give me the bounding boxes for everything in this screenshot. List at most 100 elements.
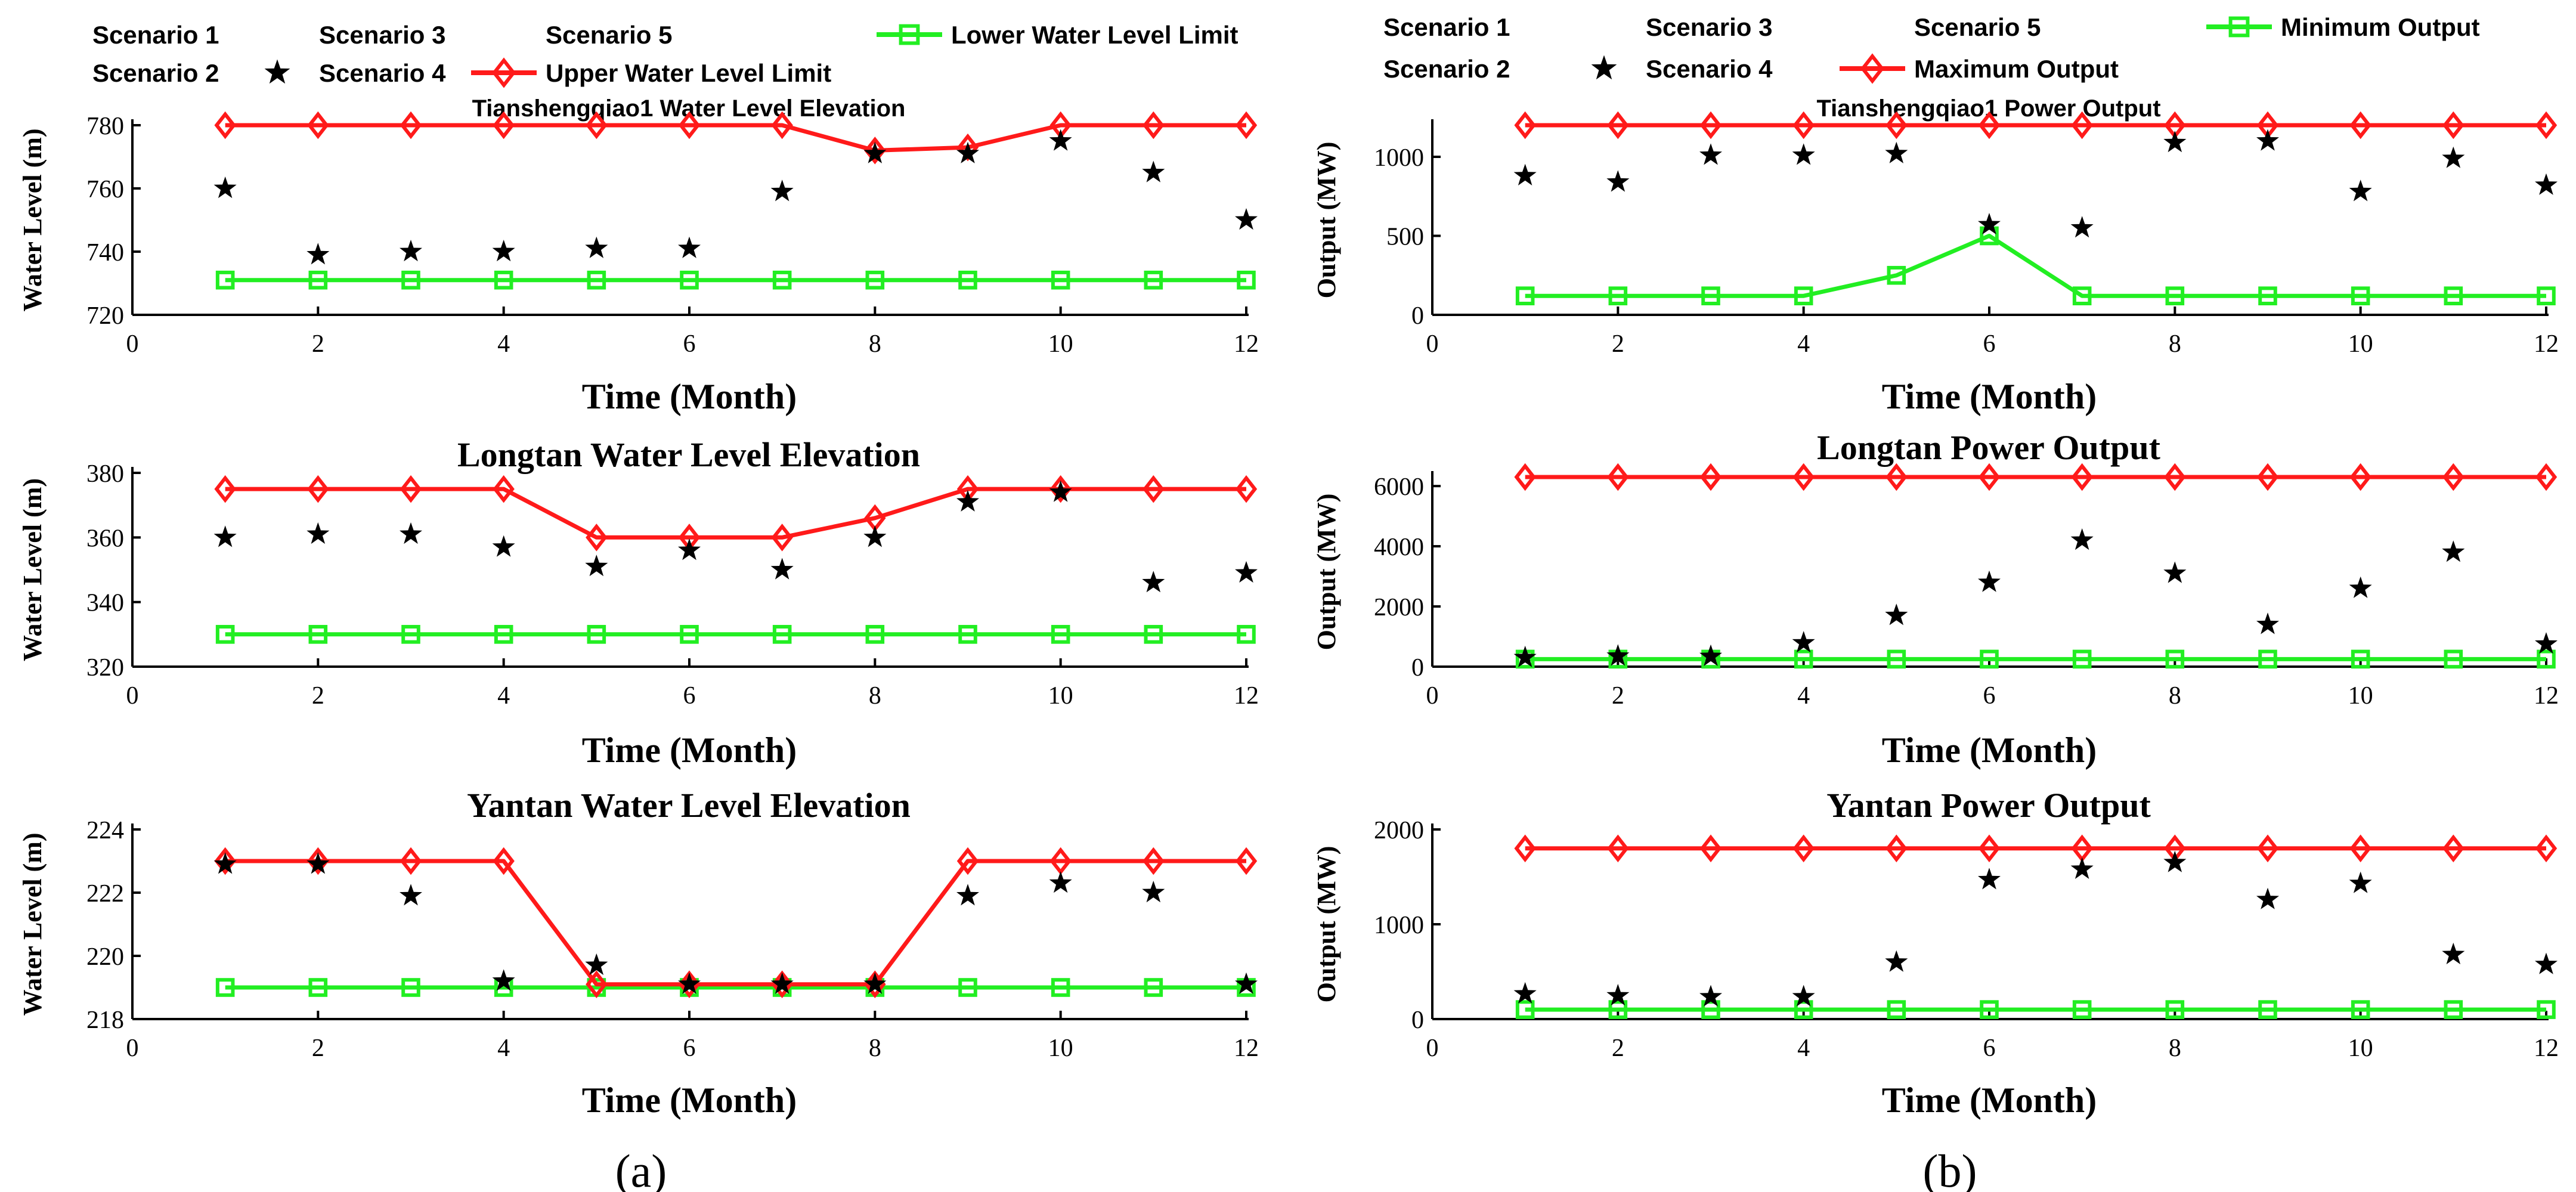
data-point-s4 bbox=[1606, 170, 1630, 192]
y-tick-label: 222 bbox=[86, 880, 124, 908]
data-point-upper bbox=[1792, 463, 1815, 491]
x-tick-label: 0 bbox=[1426, 1035, 1439, 1062]
data-point-upper bbox=[678, 111, 701, 140]
series-line-s2 bbox=[225, 518, 1246, 631]
data-point-s4 bbox=[1885, 603, 1908, 626]
series-s1 bbox=[218, 135, 1257, 268]
data-point-s1 bbox=[961, 905, 979, 924]
legend-label-s5: Scenario 5 bbox=[1914, 13, 2041, 41]
series-line-s1 bbox=[225, 144, 1246, 258]
data-point-s4 bbox=[2256, 129, 2279, 151]
data-point-s4 bbox=[2163, 561, 2187, 583]
data-point-lower bbox=[215, 978, 235, 997]
data-point-s4 bbox=[770, 558, 794, 580]
data-point-lower bbox=[1608, 286, 1628, 305]
data-point-upper bbox=[400, 111, 422, 140]
legend-item-s1: Scenario 1 bbox=[92, 21, 219, 49]
data-point-s4 bbox=[400, 522, 422, 544]
series-s5 bbox=[1516, 531, 2555, 667]
data-point-upper bbox=[1792, 111, 1815, 140]
data-point-upper bbox=[2256, 834, 2279, 863]
x-axis-label: Time (Month) bbox=[582, 730, 797, 770]
data-point-upper bbox=[771, 524, 793, 552]
data-point-upper bbox=[1514, 111, 1536, 140]
series-line-s3 bbox=[1525, 542, 2546, 658]
data-point-s5 bbox=[309, 928, 327, 946]
series-lower bbox=[215, 625, 1256, 644]
data-point-lower bbox=[1051, 270, 1070, 290]
y-tick-label: 2000 bbox=[1374, 817, 1424, 844]
data-point-lower bbox=[1794, 286, 1813, 305]
data-point-upper bbox=[1607, 463, 1629, 491]
legend-item-s5: Scenario 5 bbox=[1862, 13, 2041, 41]
legend-marker-upper bbox=[1860, 53, 1885, 84]
data-point-upper bbox=[1978, 834, 2001, 863]
legend-marker-lower bbox=[2228, 16, 2250, 38]
data-point-upper bbox=[1607, 834, 1629, 863]
data-point-s4 bbox=[2070, 857, 2094, 879]
data-point-lower bbox=[1794, 1000, 1813, 1019]
data-point-s4 bbox=[2442, 942, 2465, 965]
x-tick-label: 12 bbox=[1234, 682, 1259, 710]
chart-2: 0 2 4 6 8 10 12 0 500 1000 Time (Month) Output (MW)… bbox=[1312, 95, 2559, 416]
data-point-upper bbox=[2071, 463, 2093, 491]
legend-marker-s5 bbox=[1862, 17, 1883, 37]
y-axis-label: Water Level (m) bbox=[18, 478, 47, 661]
data-point-lower bbox=[1701, 1000, 1720, 1019]
data-point-s2 bbox=[865, 543, 884, 561]
data-point-upper bbox=[2442, 463, 2464, 491]
x-tick-label: 2 bbox=[312, 1035, 324, 1062]
data-point-s4 bbox=[2349, 871, 2372, 893]
legend-panel-a: Scenario 1 Scenario 3 Scenario 5 Lower Wate… bbox=[92, 21, 1239, 88]
x-tick-label: 10 bbox=[2348, 1035, 2373, 1062]
data-point-s4 bbox=[956, 141, 979, 163]
data-point-lower bbox=[2351, 649, 2370, 669]
series-lower bbox=[215, 270, 1256, 290]
data-point-s4 bbox=[1049, 480, 1072, 502]
data-point-lower bbox=[1887, 265, 1906, 285]
data-point-s4 bbox=[2535, 632, 2558, 654]
series-s2 bbox=[216, 850, 1256, 995]
data-point-s4 bbox=[400, 240, 422, 262]
data-point-s4 bbox=[1885, 950, 1908, 972]
legend-label-s4: Scenario 4 bbox=[319, 59, 446, 87]
series-upper bbox=[1514, 834, 2558, 863]
x-tick-label: 6 bbox=[1983, 1035, 1996, 1062]
data-point-s4 bbox=[492, 969, 515, 991]
x-tick-label: 6 bbox=[683, 330, 696, 358]
chart-title: Yantan Water Level Elevation bbox=[467, 786, 911, 825]
legend-label-s1: Scenario 1 bbox=[92, 21, 219, 49]
chart-3: 0 2 4 6 8 10 12 320 340 360 380 Time (Month) Water L… bbox=[18, 435, 1259, 770]
x-tick-label: 6 bbox=[1983, 682, 1996, 710]
series-s5 bbox=[1516, 857, 2555, 1006]
data-point-s2 bbox=[1237, 582, 1256, 600]
data-point-s2 bbox=[958, 165, 977, 183]
data-point-upper bbox=[1885, 463, 1908, 491]
data-point-upper bbox=[586, 111, 608, 140]
chart-1: 0 2 4 6 8 10 12 720 740 760 780 Time (Month) Water L… bbox=[18, 95, 1259, 416]
x-tick-label: 4 bbox=[497, 682, 510, 710]
y-tick-label: 218 bbox=[86, 1007, 124, 1034]
data-point-upper bbox=[1885, 834, 1908, 863]
series-line-s1 bbox=[1525, 865, 2546, 997]
data-point-upper bbox=[214, 847, 236, 875]
data-point-upper bbox=[1978, 111, 2001, 140]
legend-marker-s5 bbox=[494, 24, 514, 45]
legend-label-s3: Scenario 3 bbox=[319, 21, 445, 49]
data-point-s4 bbox=[492, 535, 515, 557]
y-tick-label: 780 bbox=[86, 113, 124, 140]
series-s4 bbox=[1513, 850, 2558, 1007]
data-point-lower bbox=[772, 625, 792, 644]
x-tick-label: 0 bbox=[1426, 682, 1439, 710]
x-tick-label: 2 bbox=[312, 330, 324, 358]
panel-label-a: (a) bbox=[615, 1145, 667, 1192]
data-point-lower bbox=[1980, 649, 1999, 669]
data-point-lower bbox=[215, 625, 235, 644]
x-tick-label: 12 bbox=[2534, 330, 2559, 358]
data-point-upper bbox=[2535, 463, 2558, 491]
data-point-s1 bbox=[961, 515, 979, 534]
legend-panel-b: Scenario 1 Scenario 3 Scenario 5 Minimum Ou… bbox=[1383, 13, 2480, 84]
series-line-upper bbox=[225, 487, 1246, 540]
data-point-lower bbox=[1144, 270, 1163, 290]
